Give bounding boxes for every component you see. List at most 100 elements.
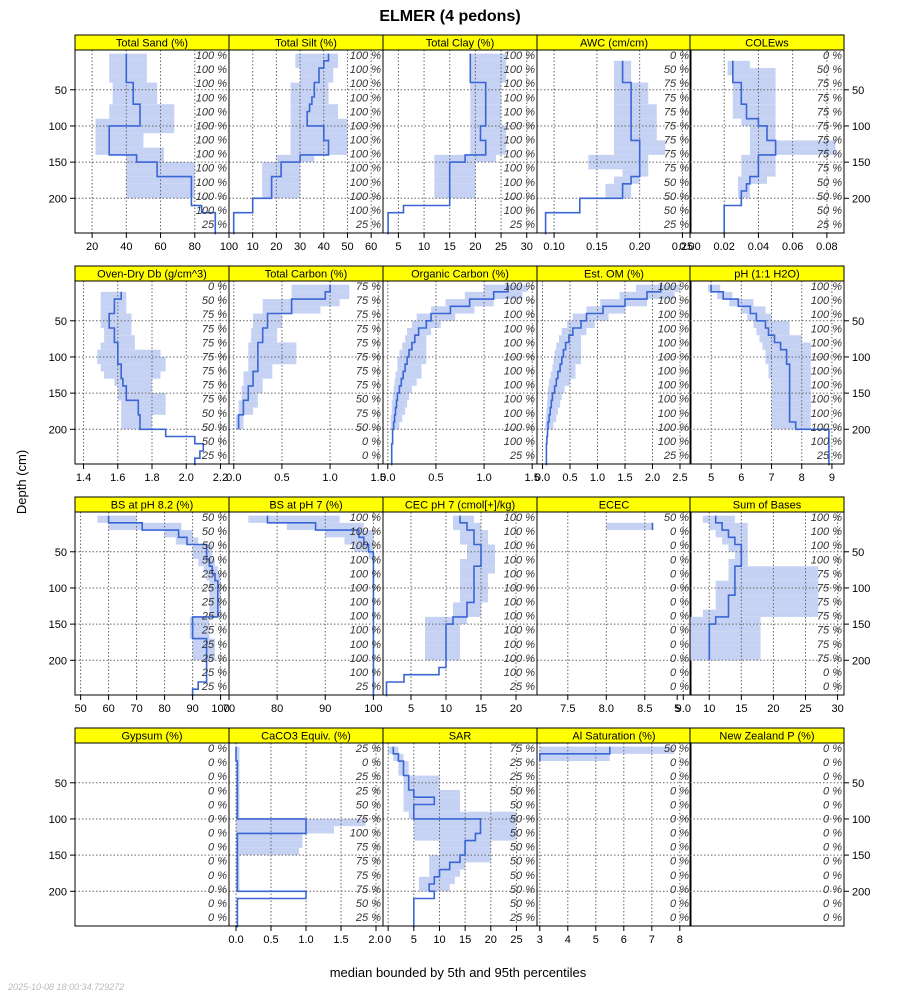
panel-title: Total Clay (%) <box>426 38 494 50</box>
percent-label: 0 % <box>670 540 689 552</box>
panel-8: Organic Carbon (%)100 %100 %100 %100 %10… <box>380 265 540 484</box>
panel-9: Est. OM (%) 100 % 100 % 100 % 100 % 100 % 100 … <box>535 265 692 484</box>
percentile-band <box>771 414 811 423</box>
median-line <box>545 284 662 466</box>
x-tick-label: 0.0 <box>228 934 243 946</box>
x-tick-label: 7.5 <box>560 703 575 715</box>
percentile-band <box>559 335 581 343</box>
panel-title: Total Sand (%) <box>116 38 188 50</box>
median-line <box>235 746 307 928</box>
percent-label: 0 % <box>670 50 689 62</box>
y-tick-label: 50 <box>852 85 864 97</box>
median-line <box>390 284 509 466</box>
percentile-band <box>403 797 460 805</box>
percentile-band <box>209 580 221 588</box>
percent-label: 25 % <box>355 771 381 783</box>
percent-label: 75 % <box>356 408 381 420</box>
percent-label: 100 % <box>504 351 535 363</box>
x-tick-label: 3 <box>537 934 543 946</box>
y-axis-title: Depth (cm) <box>14 450 29 514</box>
percentile-band <box>95 147 164 155</box>
percentile-band <box>121 422 152 430</box>
x-tick-label: 0.10 <box>543 241 564 253</box>
percent-label: 75 % <box>817 149 842 161</box>
x-tick-label: 50 <box>74 703 86 715</box>
percent-label: 100 % <box>504 639 535 651</box>
percentile-band <box>248 515 340 523</box>
percentile-band <box>262 191 301 199</box>
percent-label: 100 % <box>811 408 842 420</box>
percentile-band <box>192 551 213 560</box>
median-line <box>108 291 205 466</box>
x-tick-label: 1.5 <box>333 934 348 946</box>
percentile-band <box>622 169 649 177</box>
x-tick-label: 30 <box>521 241 533 253</box>
percent-label: 0 % <box>670 785 689 797</box>
percentile-band <box>732 82 776 90</box>
percent-label: 100 % <box>504 436 535 448</box>
x-tick-label: 20 <box>86 241 98 253</box>
percentile-band <box>408 811 517 819</box>
x-tick-label: 15 <box>475 703 487 715</box>
x-tick-label: 100 <box>220 241 238 253</box>
percentile-band <box>236 833 303 841</box>
x-tick-label: 2.0 <box>645 472 660 484</box>
percent-label: 100 % <box>811 380 842 392</box>
percentile-band <box>104 371 161 379</box>
y-tick-label: 100 <box>49 814 67 826</box>
percent-label: 50 % <box>510 870 535 882</box>
percentile-band <box>771 378 811 386</box>
percent-label: 100 % <box>350 554 381 566</box>
percentile-band <box>262 176 301 184</box>
percent-label: 50 % <box>356 394 381 406</box>
x-tick-label: 15 <box>444 241 456 253</box>
percentile-band <box>425 645 460 654</box>
percent-label: 50 % <box>202 554 227 566</box>
percent-label: 50 % <box>510 799 535 811</box>
panel-title: Gypsum (%) <box>121 731 182 743</box>
percentile-band <box>605 191 632 199</box>
percent-label: 25 % <box>201 625 227 637</box>
percent-label: 75 % <box>817 163 842 175</box>
percentile-band <box>235 422 244 430</box>
percent-label: 100 % <box>811 366 842 378</box>
percentile-band <box>392 393 409 401</box>
x-tick-label: 5 <box>411 934 417 946</box>
percentile-band <box>552 364 576 372</box>
percent-label: 100 % <box>658 295 689 307</box>
percent-label: 100 % <box>504 205 535 217</box>
percentile-band <box>391 400 408 408</box>
percentile-band <box>470 140 507 148</box>
percent-label: 75 % <box>664 78 689 90</box>
y-tick-label: 100 <box>49 583 67 595</box>
percentile-band <box>434 176 476 184</box>
percentile-band <box>238 407 254 415</box>
percent-label: 25 % <box>509 450 535 462</box>
percent-label: 50 % <box>202 436 227 448</box>
percentile-band <box>109 75 147 83</box>
percent-label: 25 % <box>201 450 227 462</box>
x-tick-label: 100 <box>211 703 229 715</box>
percentile-band <box>749 133 776 141</box>
y-tick-label: 100 <box>852 583 870 595</box>
x-tick-label: 10 <box>247 241 259 253</box>
percentile-band <box>762 342 811 350</box>
percentile-band <box>717 291 733 300</box>
percent-label: 50 % <box>356 898 381 910</box>
percent-label: 100 % <box>658 394 689 406</box>
percentile-band <box>238 400 258 408</box>
percent-label: 0 % <box>823 757 842 769</box>
x-tick-label: 0.5 <box>428 472 443 484</box>
percent-label: 75 % <box>356 323 381 335</box>
panel-frame <box>689 742 845 927</box>
median-line <box>539 746 611 762</box>
percentile-band <box>732 89 776 98</box>
percentile-band <box>121 400 166 408</box>
percent-label: 50 % <box>202 408 227 420</box>
y-tick-label: 150 <box>852 619 870 631</box>
percent-label: 100 % <box>196 205 227 217</box>
percentile-band <box>241 385 263 394</box>
percentile-band <box>290 147 348 155</box>
panels-group: Total Sand (%)100 %100 %100 %100 %100 %1… <box>49 34 870 946</box>
percent-label: 75 % <box>664 135 689 147</box>
